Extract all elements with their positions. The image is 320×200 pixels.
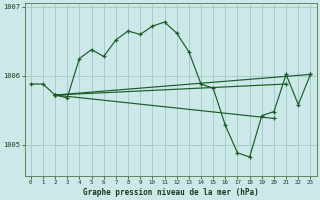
X-axis label: Graphe pression niveau de la mer (hPa): Graphe pression niveau de la mer (hPa) <box>83 188 259 197</box>
